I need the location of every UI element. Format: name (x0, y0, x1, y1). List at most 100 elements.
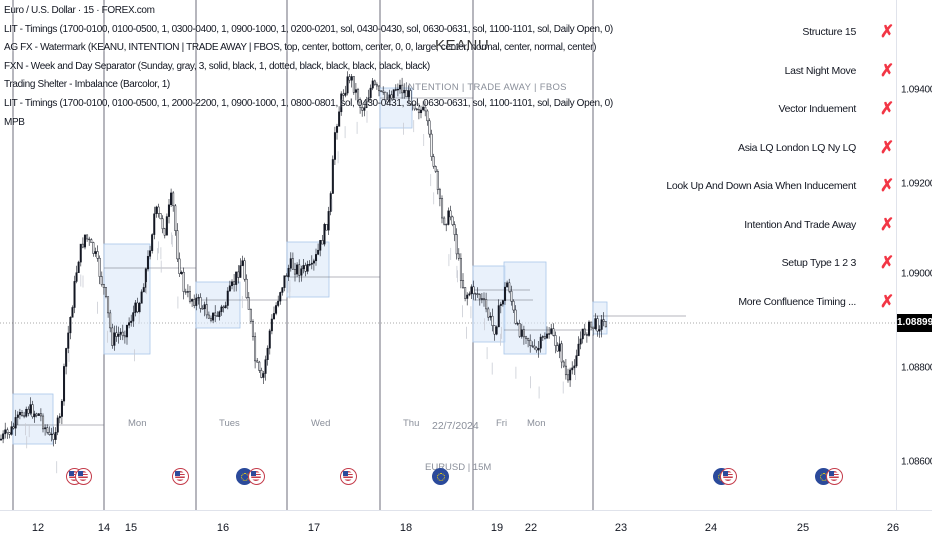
candle-body (111, 327, 114, 346)
candle-body (104, 287, 107, 297)
candle-body (308, 264, 311, 266)
candle-body (493, 325, 496, 335)
candle-body (594, 318, 597, 329)
candle-body (2, 433, 5, 440)
candle-body (119, 331, 122, 335)
symbol-title[interactable]: Euro / U.S. Dollar · 15 · FOREX.com (4, 5, 155, 16)
candle-body (235, 271, 238, 285)
candle-body (197, 297, 200, 299)
candle-body (363, 107, 366, 111)
candle-body (331, 159, 334, 194)
candle-body (33, 413, 36, 418)
candle-body (562, 361, 565, 367)
candle-body (407, 90, 410, 98)
candle-body (214, 312, 217, 316)
candle-body (428, 120, 431, 135)
session-box (195, 281, 241, 329)
candle-body (205, 304, 208, 316)
candle-body (455, 234, 458, 255)
checklist-row: Last Night Move ✗ (720, 61, 896, 81)
watermark-symbol: EURUSD | 15M (425, 462, 492, 473)
candle-body (239, 265, 242, 278)
legend-indicator-watermark[interactable]: AG FX - Watermark (KEANU, INTENTION | TR… (4, 42, 597, 54)
candle-body (344, 92, 347, 96)
candle-body (319, 240, 322, 251)
candle-body (39, 413, 42, 417)
candle-body (514, 309, 517, 324)
candle-body (195, 297, 198, 306)
candle-body (142, 287, 145, 293)
candle-body (69, 317, 72, 334)
candle-body (430, 133, 433, 157)
legend-indicator-lit-timings-1[interactable]: LIT - Timings (1700-0100, 0100-0500, 1, … (4, 23, 613, 35)
candle-body (77, 261, 80, 273)
legend-indicator-mpb[interactable]: MPB (4, 116, 25, 128)
candle-body (378, 85, 381, 92)
candle-body (107, 296, 110, 314)
legend-indicator-lit-timings-2[interactable]: LIT - Timings (1700-0100, 0100-0500, 1, … (4, 97, 613, 109)
candle-body (457, 253, 460, 259)
candle-body (304, 265, 307, 272)
us-flag-icon[interactable] (75, 468, 92, 485)
us-flag-icon[interactable] (248, 468, 265, 485)
price-axis[interactable]: 1.09400 1.09200 1.09000 1.08800 1.08600 1.088… (896, 0, 932, 510)
us-flag-icon[interactable] (720, 468, 737, 485)
day-label: Wed (311, 418, 331, 429)
candle-body (298, 264, 301, 276)
candle-body (283, 275, 286, 288)
candle-body (29, 404, 32, 414)
candle-body (474, 293, 477, 295)
time-tick-label: 25 (796, 522, 810, 534)
candle-body (289, 258, 292, 269)
candle-body (573, 365, 576, 369)
candle-body (86, 234, 89, 240)
candle-body (58, 416, 61, 419)
legend-indicator-separator[interactable]: FXN - Week and Day Separator (Sunday, gr… (4, 60, 430, 72)
candle-body (554, 335, 557, 346)
candle-body (543, 336, 546, 339)
candle-body (539, 336, 542, 349)
candle-body (445, 223, 448, 226)
candle-body (575, 355, 578, 367)
us-flag-icon[interactable] (172, 468, 189, 485)
checklist-row: More Confluence Timing ... ✗ (720, 292, 896, 312)
candle-body (6, 429, 9, 433)
candle-body (422, 106, 425, 111)
candle-body (501, 300, 504, 305)
eu-flag-icon[interactable] (432, 468, 449, 485)
candle-body (302, 265, 305, 270)
us-flag-icon[interactable] (826, 468, 843, 485)
candle-body (317, 249, 320, 255)
candle-body (472, 286, 475, 294)
candle-body (125, 324, 128, 338)
candle-body (417, 109, 420, 114)
legend-indicator-imbalance[interactable]: Trading Shelter - Imbalance (Barcolor, 1… (4, 79, 170, 91)
candle-body (556, 345, 559, 352)
candle-body (167, 204, 170, 217)
candle-body (596, 318, 599, 332)
candle-body (285, 275, 288, 277)
candle-body (4, 429, 7, 435)
candle-body (146, 256, 149, 270)
price-chart[interactable] (0, 0, 896, 510)
candle-body (186, 291, 189, 293)
candle-body (293, 269, 296, 275)
time-axis[interactable]: 12 14 15 16 17 18 19 22 23 24 25 26 (0, 510, 932, 550)
checklist-label: Last Night Move (784, 64, 857, 77)
candle-body (527, 338, 530, 341)
candle-body (564, 365, 567, 376)
candle-body (340, 93, 343, 113)
candle-body (256, 360, 259, 363)
candle-body (375, 84, 378, 87)
chart-area[interactable]: KEANU INTENTION | TRADE AWAY | FBOS 22/7… (0, 0, 896, 510)
watermark-title: KEANU (435, 37, 490, 54)
candle-body (548, 333, 551, 335)
cross-icon: ✗ (880, 176, 895, 195)
candle-body (336, 126, 339, 133)
us-flag-icon[interactable] (340, 468, 357, 485)
candle-body (329, 193, 332, 212)
candle-body (188, 291, 191, 302)
candle-body (153, 213, 156, 235)
candle-body (438, 189, 441, 199)
candle-body (113, 332, 116, 346)
